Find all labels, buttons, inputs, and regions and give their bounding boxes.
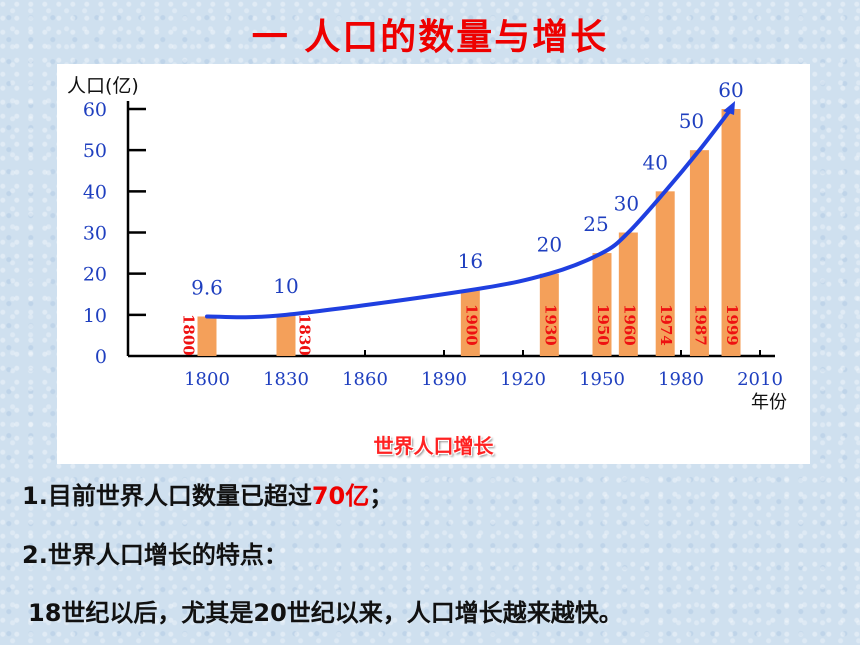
y-tick-label: 20 xyxy=(83,264,107,286)
bar xyxy=(539,273,559,356)
bar xyxy=(618,232,638,356)
bar-year-label: 1999 xyxy=(723,304,741,346)
x-tick-label: 2010 xyxy=(737,369,783,390)
y-tick-label: 40 xyxy=(83,181,107,203)
bar-value-label: 30 xyxy=(614,192,639,216)
x-tick-label: 1920 xyxy=(500,369,546,390)
bar xyxy=(689,150,709,356)
x-tick-label: 1950 xyxy=(579,369,625,390)
bar-year-label: 1930 xyxy=(541,304,559,346)
y-tick-label: 60 xyxy=(83,99,107,121)
point-1-text: 1.目前世界人口数量已超过 xyxy=(22,482,312,510)
point-1: 1.目前世界人口数量已超过70亿； xyxy=(22,476,393,511)
bar-value-label: 20 xyxy=(537,233,562,257)
x-axis-label: 年份 xyxy=(751,392,787,413)
bar-year-label: 1950 xyxy=(594,304,612,346)
bar-year-label: 1974 xyxy=(657,304,675,346)
curve-arrow xyxy=(723,101,736,115)
bar xyxy=(655,191,675,356)
x-tick-label: 1980 xyxy=(658,369,704,390)
x-tick-label: 1860 xyxy=(342,369,388,390)
growth-curve xyxy=(205,107,734,320)
bar xyxy=(592,253,612,356)
bar xyxy=(276,314,296,356)
y-axis-label: 人口(亿) xyxy=(67,75,139,97)
bar-year-label: 1800 xyxy=(180,314,198,356)
y-tick-label: 50 xyxy=(83,140,107,162)
bar-value-label: 25 xyxy=(583,212,608,236)
y-tick-label: 0 xyxy=(95,346,107,368)
bar-value-label: 40 xyxy=(642,150,667,174)
bar-value-label: 9.6 xyxy=(191,275,223,299)
bar xyxy=(721,109,741,356)
bar-value-label: 60 xyxy=(718,78,743,102)
point-2: 2.世界人口增长的特点： xyxy=(22,541,288,569)
point-3: 18世纪以后，尤其是20世纪以来，人口增长越来越快。 xyxy=(28,599,623,627)
population-chart-panel: 人口(亿) 0 10 20 30 40 50 60 1800 1830 1860 1890 1920 19… xyxy=(57,64,810,464)
y-tick-label: 10 xyxy=(83,305,107,327)
bar-value-label: 16 xyxy=(458,249,483,273)
x-tick-label: 1800 xyxy=(184,369,230,390)
point-1-suffix: ； xyxy=(369,482,394,510)
x-tick-label: 1830 xyxy=(263,369,309,390)
bar-value-label: 10 xyxy=(273,274,298,298)
page-title: 一 人口的数量与增长 xyxy=(251,17,609,58)
bar-year-label: 1960 xyxy=(620,304,638,346)
bar-value-label: 50 xyxy=(679,109,704,133)
bar-year-label: 1987 xyxy=(691,304,709,346)
y-tick-label: 30 xyxy=(83,223,107,245)
bar xyxy=(460,290,480,356)
chart-caption: 世界人口增长 xyxy=(373,434,494,458)
bar-year-label: 1830 xyxy=(296,314,314,356)
x-tick-label: 1890 xyxy=(421,369,467,390)
bar xyxy=(197,316,217,356)
bar-year-label: 1900 xyxy=(462,304,480,346)
point-1-highlight: 70亿 xyxy=(311,482,370,510)
